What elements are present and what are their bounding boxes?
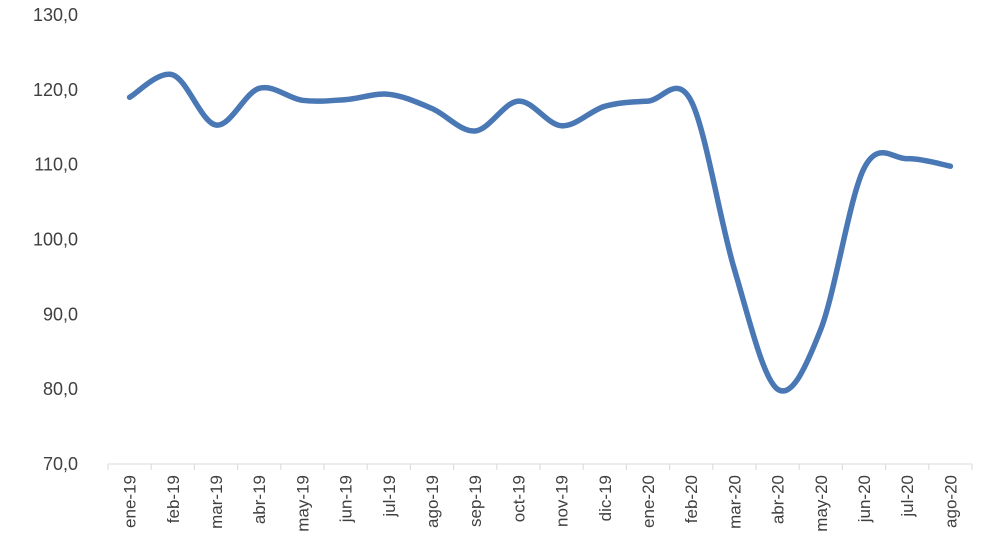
x-tick-label: mar-19 (207, 475, 226, 529)
y-tick-label: 90,0 (43, 304, 78, 324)
data-point (860, 164, 868, 172)
x-tick-label: abr-20 (769, 475, 788, 524)
data-point (946, 162, 954, 170)
data-point (558, 122, 566, 130)
x-tick-label: ene-20 (639, 475, 658, 528)
x-axis-tick-marks (107, 464, 973, 470)
data-point (687, 97, 695, 105)
series-line (126, 71, 954, 394)
data-point (342, 96, 350, 104)
series-group (126, 71, 954, 394)
x-tick-label: jul-19 (380, 475, 399, 518)
y-tick-label: 70,0 (43, 454, 78, 474)
x-axis-tick-labels: ene-19 feb-19 mar-19 abr-19 may-19 jun-19 jul-… (121, 475, 961, 532)
data-point (644, 97, 652, 105)
data-point (774, 385, 782, 393)
x-tick-label: mar-20 (725, 475, 744, 529)
x-tick-label: nov-19 (553, 475, 572, 527)
y-tick-label: 120,0 (33, 80, 78, 100)
x-tick-label: jul-20 (898, 475, 917, 518)
y-tick-label: 110,0 (34, 155, 78, 175)
x-tick-label: dic-19 (596, 475, 615, 521)
data-point (428, 105, 436, 113)
data-point (255, 84, 263, 92)
data-point (385, 90, 393, 98)
data-point (212, 121, 220, 129)
data-point (169, 71, 177, 79)
data-point (514, 97, 522, 105)
y-tick-label: 80,0 (43, 379, 78, 399)
y-tick-label: 100,0 (33, 230, 78, 250)
x-tick-label: may-19 (293, 475, 312, 532)
x-tick-label: jun-20 (855, 475, 874, 523)
y-axis-tick-labels: 70,0 80,0 90,0 100,0 110,0 120,0 130,0 (33, 5, 78, 474)
x-tick-label: jun-19 (337, 475, 356, 523)
x-tick-label: ago-19 (423, 475, 442, 528)
data-point (471, 127, 479, 135)
data-point (298, 96, 306, 104)
x-tick-label: feb-20 (682, 475, 701, 523)
data-point (601, 102, 609, 110)
x-tick-label: oct-19 (509, 475, 528, 522)
x-tick-label: feb-19 (164, 475, 183, 523)
x-tick-label: ago-20 (941, 475, 960, 528)
data-point (126, 93, 134, 101)
x-tick-label: abr-19 (250, 475, 269, 524)
x-tick-label: may-20 (812, 475, 831, 532)
data-point (903, 155, 911, 163)
y-tick-label: 130,0 (33, 5, 78, 25)
x-tick-label: sep-19 (466, 475, 485, 527)
data-point (817, 325, 825, 333)
x-tick-label: ene-19 (121, 475, 140, 528)
data-point (730, 265, 738, 273)
